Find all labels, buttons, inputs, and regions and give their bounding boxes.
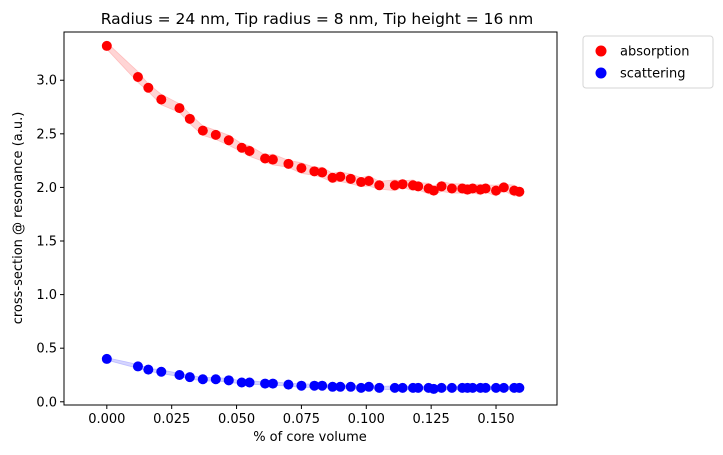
y-tick-label: 2.0 — [36, 181, 57, 196]
point-scattering — [260, 378, 271, 389]
point-absorption — [309, 166, 320, 177]
point-scattering — [197, 374, 208, 385]
point-absorption — [197, 125, 208, 136]
point-absorption — [174, 103, 185, 114]
point-scattering — [317, 380, 328, 391]
x-tick-label: 0.050 — [218, 412, 255, 427]
point-absorption — [327, 172, 338, 183]
point-absorption — [143, 82, 154, 93]
point-scattering — [101, 353, 112, 364]
point-scattering — [223, 375, 234, 386]
y-tick-label: 2.5 — [36, 127, 57, 142]
confidence-bands — [106, 41, 520, 391]
point-scattering — [143, 364, 154, 375]
y-axis-label: cross-section @ resonance (a.u.) — [11, 112, 26, 325]
point-absorption — [345, 173, 356, 184]
point-absorption — [283, 158, 294, 169]
point-absorption — [260, 153, 271, 164]
point-scattering — [428, 383, 439, 394]
x-tick-label: 0.100 — [348, 412, 385, 427]
x-tick-label: 0.025 — [153, 412, 190, 427]
x-tick-label: 0.000 — [88, 412, 125, 427]
point-scattering — [491, 382, 502, 393]
point-absorption — [236, 142, 247, 153]
point-scattering — [345, 381, 356, 392]
point-scattering — [132, 361, 143, 372]
point-scattering — [309, 380, 320, 391]
point-scattering — [296, 380, 307, 391]
y-tick-label: 1.5 — [36, 235, 57, 250]
point-scattering — [236, 377, 247, 388]
point-scattering — [363, 381, 374, 392]
point-absorption — [244, 145, 255, 156]
point-absorption — [467, 183, 478, 194]
point-absorption — [356, 177, 367, 188]
point-absorption — [397, 179, 408, 190]
point-scattering — [498, 382, 509, 393]
y-tick-label: 0.0 — [36, 395, 57, 410]
point-scattering — [244, 377, 255, 388]
data-points — [101, 40, 525, 394]
point-absorption — [436, 181, 447, 192]
point-scattering — [389, 382, 400, 393]
point-absorption — [223, 135, 234, 146]
point-absorption — [491, 185, 502, 196]
point-absorption — [498, 182, 509, 193]
point-absorption — [101, 40, 112, 51]
point-absorption — [480, 183, 491, 194]
point-absorption — [389, 180, 400, 191]
point-scattering — [467, 382, 478, 393]
legend-marker-absorption — [595, 45, 607, 57]
point-scattering — [436, 382, 447, 393]
point-absorption — [374, 180, 385, 191]
point-absorption — [428, 185, 439, 196]
point-absorption — [413, 181, 424, 192]
point-scattering — [210, 374, 221, 385]
point-scattering — [283, 379, 294, 390]
point-scattering — [267, 378, 278, 389]
x-tick-label: 0.075 — [283, 412, 320, 427]
legend: absorption scattering — [582, 35, 714, 89]
point-scattering — [184, 372, 195, 383]
legend-label-absorption: absorption — [620, 45, 689, 60]
chart-title: Radius = 24 nm, Tip radius = 8 nm, Tip h… — [101, 10, 534, 28]
point-scattering — [327, 381, 338, 392]
point-absorption — [363, 175, 374, 186]
y-tick-label: 0.5 — [36, 342, 57, 357]
point-absorption — [296, 163, 307, 174]
point-scattering — [446, 382, 457, 393]
point-scattering — [397, 382, 408, 393]
x-tick-label: 0.125 — [413, 412, 450, 427]
point-absorption — [184, 113, 195, 124]
point-scattering — [156, 366, 167, 377]
y-tick-label: 1.0 — [36, 288, 57, 303]
point-scattering — [514, 382, 525, 393]
point-scattering — [480, 382, 491, 393]
point-absorption — [335, 171, 346, 182]
point-absorption — [446, 183, 457, 194]
point-absorption — [514, 186, 525, 197]
point-absorption — [317, 167, 328, 178]
point-scattering — [356, 382, 367, 393]
point-absorption — [156, 94, 167, 105]
point-absorption — [267, 154, 278, 165]
point-absorption — [210, 129, 221, 140]
y-axis: 0.0 0.5 1.0 1.5 2.0 2.5 3.0 — [36, 74, 64, 410]
plot-frame — [63, 31, 558, 406]
point-scattering — [374, 382, 385, 393]
x-axis: 0.000 0.025 0.050 0.075 0.100 0.125 0.150 — [88, 405, 515, 427]
point-scattering — [413, 382, 424, 393]
y-tick-label: 3.0 — [36, 74, 57, 89]
legend-box — [582, 35, 714, 89]
legend-marker-scattering — [595, 67, 607, 79]
legend-label-scattering: scattering — [620, 67, 686, 82]
point-scattering — [335, 381, 346, 392]
x-tick-label: 0.150 — [477, 412, 514, 427]
point-absorption — [132, 72, 143, 83]
point-scattering — [174, 369, 185, 380]
x-axis-label: % of core volume — [253, 430, 367, 445]
